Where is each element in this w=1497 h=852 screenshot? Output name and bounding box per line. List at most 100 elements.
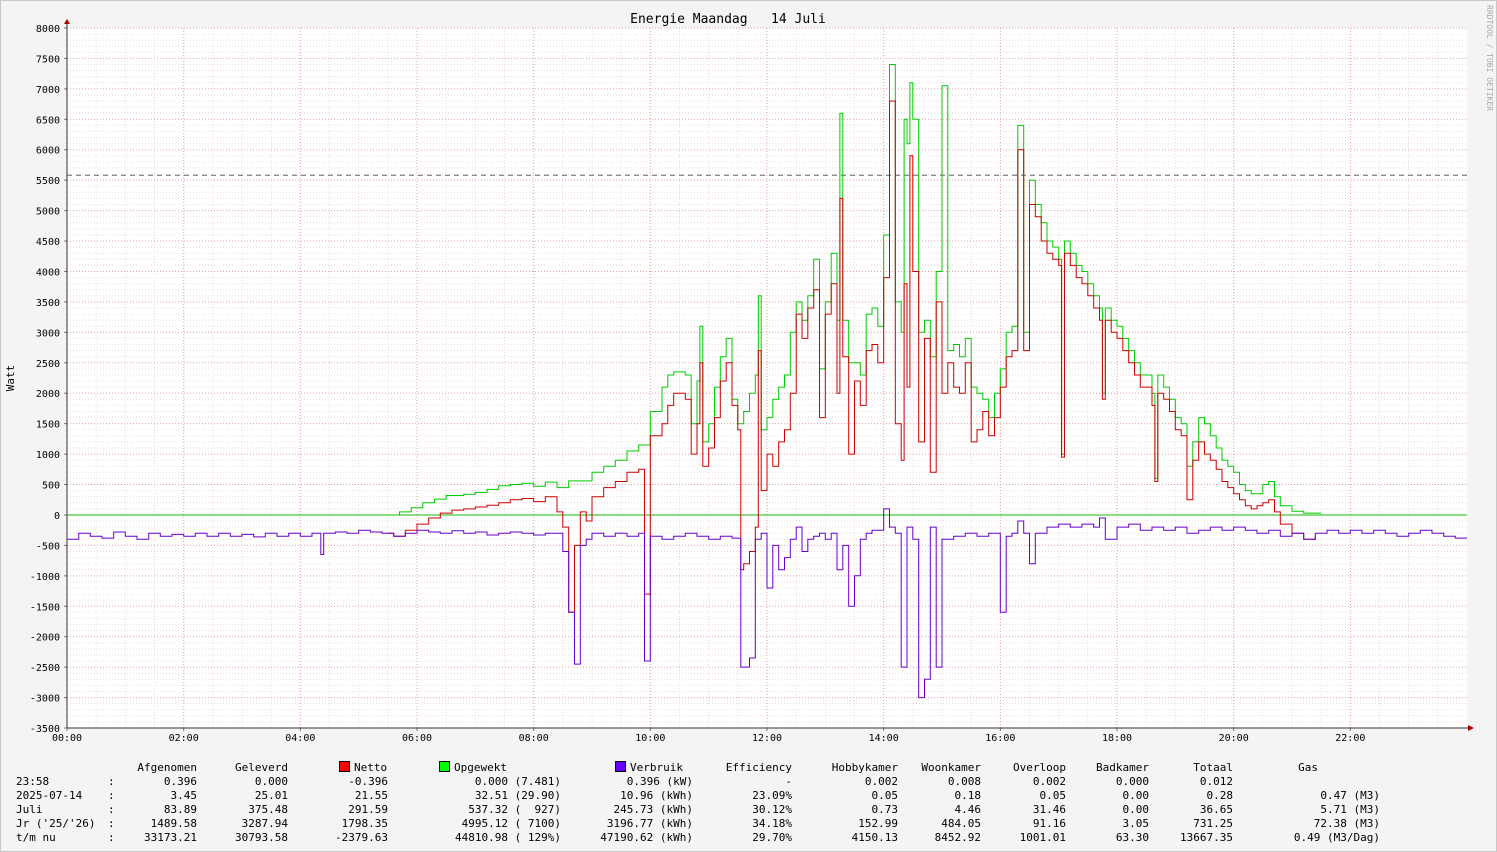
table-cell: 23.09% (752, 789, 792, 802)
x-tick-label: 02:00 (169, 733, 199, 744)
y-axis-label: Watt (4, 365, 17, 392)
table-cell: 33173.21 (144, 831, 197, 844)
table-cell: 30793.58 (235, 831, 288, 844)
table-cell: 0.012 (1199, 775, 1233, 788)
y-tick-label: -500 (36, 541, 60, 552)
y-tick-label: -2500 (30, 663, 60, 674)
y-tick-label: -3500 (30, 724, 60, 735)
table-cell: 0.000 (254, 775, 288, 788)
x-tick-label: 00:00 (52, 733, 82, 744)
reference-line (67, 174, 1467, 516)
table-cell: 484.05 (941, 817, 981, 830)
y-tick-labels: -3500 -3000 -2500 -2000 -1500 -1000 -500 0 500 10… (30, 24, 60, 735)
table-cell: 0.47 (M3) (1320, 789, 1380, 802)
y-tick-label: 0 (54, 511, 60, 522)
column-header: Badkamer (1096, 761, 1149, 774)
table-cell: 44810.98 ( 129%) (455, 831, 561, 844)
table-cell: 152.99 (858, 817, 898, 830)
y-tick-label: -1500 (30, 602, 60, 613)
table-cell: 10.96 (kWh) (620, 789, 693, 802)
x-tick-label: 10:00 (635, 733, 665, 744)
y-tick-label: 5500 (36, 176, 60, 187)
row-label: Jr ('25/'26) (16, 817, 96, 830)
column-header: Overloop (1013, 761, 1066, 774)
column-header: Totaal (1193, 761, 1233, 774)
y-tick-label: 8000 (36, 24, 60, 35)
table-cell: 91.16 (1032, 817, 1066, 830)
table-cell: 29.70% (752, 831, 792, 844)
table-cell: 537.32 ( 927) (468, 803, 561, 816)
watermark: RRDTOOL / TOBI OETIKER (1485, 5, 1494, 111)
y-tick-label: 4000 (36, 267, 60, 278)
y-tick-label: 6000 (36, 146, 60, 157)
x-tick-label: 20:00 (1219, 733, 1249, 744)
table-cell: 63.30 (1115, 831, 1149, 844)
x-tick-label: 18:00 (1102, 733, 1132, 744)
row-label: 23:58 (16, 775, 50, 788)
column-header: Netto (354, 761, 388, 774)
table-cell: 0.396 (163, 775, 197, 788)
table-cell: - (785, 775, 792, 788)
column-header: Woonkamer (921, 761, 981, 774)
table-cell: 4995.12 ( 7100) (461, 817, 561, 830)
column-header: Opgewekt (454, 761, 507, 774)
energy-chart: -3500 -3000 -2500 -2000 -1500 -1000 -500 0 500 10… (4, 5, 1494, 744)
y-tick-label: 4500 (36, 237, 60, 248)
table-cell: 0.18 (954, 789, 982, 802)
table-cell: 1798.35 (341, 817, 388, 830)
table-cell: 83.89 (163, 803, 197, 816)
column-header: Geleverd (235, 761, 288, 774)
y-tick-label: 1500 (36, 420, 60, 431)
table-cell: 8452.92 (934, 831, 981, 844)
y-tick-label: 3000 (36, 328, 60, 339)
table-cell: 291.59 (348, 803, 388, 816)
table-cell: 0.49 (M3/Dag) (1293, 831, 1380, 844)
x-tick-label: 06:00 (402, 733, 432, 744)
series-line-netto (387, 100, 1316, 613)
table-cell: 0.00 (1122, 789, 1150, 802)
legend-opgewekt: Opgewekt (439, 761, 507, 775)
series-line-opgewekt (393, 64, 1322, 516)
axes (64, 19, 1474, 731)
table-cell: 72.38 (M3) (1313, 817, 1380, 830)
row-separator: : (108, 831, 115, 844)
row-label: t/m nu (16, 831, 56, 844)
table-cell: 5.71 (M3) (1320, 803, 1380, 816)
legend-netto: Netto (339, 761, 387, 775)
table-cell: 375.48 (248, 803, 288, 816)
table-cell: 1489.58 (150, 817, 197, 830)
table-cell: 30.12% (752, 803, 792, 816)
table-cell: -0.396 (348, 775, 388, 788)
table-cell: 13667.35 (1180, 831, 1233, 844)
y-tick-label: 7000 (36, 85, 60, 96)
series-line-verbruik (67, 508, 1467, 699)
y-tick-label: 5000 (36, 207, 60, 218)
x-tick-labels: 00:00 02:00 04:00 06:00 08:00 10:00 12:00 14:00… (52, 733, 1365, 744)
legend-verbruik: Verbruik (615, 761, 683, 775)
table-cell: 36.65 (1199, 803, 1233, 816)
legend-swatch (439, 761, 450, 772)
table-cell: 3.45 (170, 789, 198, 802)
y-axis-arrow (64, 19, 70, 24)
row-label: 2025-07-14 (16, 789, 83, 802)
table-cell: 0.002 (864, 775, 898, 788)
table-cell: 0.000 (1115, 775, 1149, 788)
table-cell: 3.05 (1122, 817, 1150, 830)
row-separator: : (108, 817, 115, 830)
plot-area (67, 28, 1467, 728)
column-header: Efficiency (725, 761, 792, 774)
column-header: Hobbykamer (831, 761, 898, 774)
table-cell: 0.05 (1039, 789, 1067, 802)
table-cell: 245.73 (kWh) (613, 803, 693, 816)
legend-swatch (339, 761, 350, 772)
table-cell: 4.46 (954, 803, 982, 816)
x-tick-label: 14:00 (869, 733, 899, 744)
table-cell: 0.05 (871, 789, 899, 802)
table-cell: 4150.13 (851, 831, 898, 844)
table-cell: 31.46 (1032, 803, 1066, 816)
x-tick-label: 16:00 (985, 733, 1015, 744)
y-tick-label: 2500 (36, 359, 60, 370)
y-tick-label: 2000 (36, 389, 60, 400)
y-tick-label: -1000 (30, 572, 60, 583)
row-separator: : (108, 803, 115, 816)
